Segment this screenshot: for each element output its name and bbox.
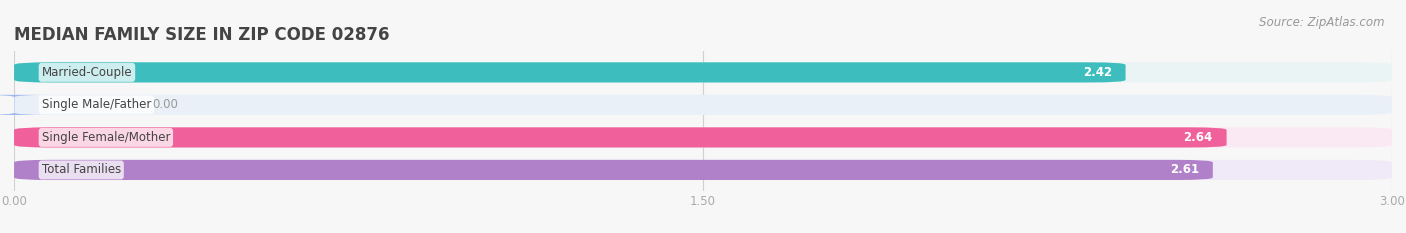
FancyBboxPatch shape (14, 160, 1213, 180)
FancyBboxPatch shape (14, 127, 1392, 147)
Text: Source: ZipAtlas.com: Source: ZipAtlas.com (1260, 16, 1385, 29)
FancyBboxPatch shape (14, 127, 1226, 147)
Text: Single Female/Mother: Single Female/Mother (42, 131, 170, 144)
Text: 2.61: 2.61 (1170, 163, 1199, 176)
FancyBboxPatch shape (14, 95, 1392, 115)
Text: 2.64: 2.64 (1184, 131, 1213, 144)
Text: MEDIAN FAMILY SIZE IN ZIP CODE 02876: MEDIAN FAMILY SIZE IN ZIP CODE 02876 (14, 26, 389, 44)
Text: Total Families: Total Families (42, 163, 121, 176)
Text: Single Male/Father: Single Male/Father (42, 98, 150, 111)
FancyBboxPatch shape (14, 62, 1392, 82)
FancyBboxPatch shape (0, 95, 51, 115)
Text: 0.00: 0.00 (152, 98, 177, 111)
FancyBboxPatch shape (14, 62, 1126, 82)
FancyBboxPatch shape (14, 160, 1392, 180)
Text: Married-Couple: Married-Couple (42, 66, 132, 79)
Text: 2.42: 2.42 (1083, 66, 1112, 79)
